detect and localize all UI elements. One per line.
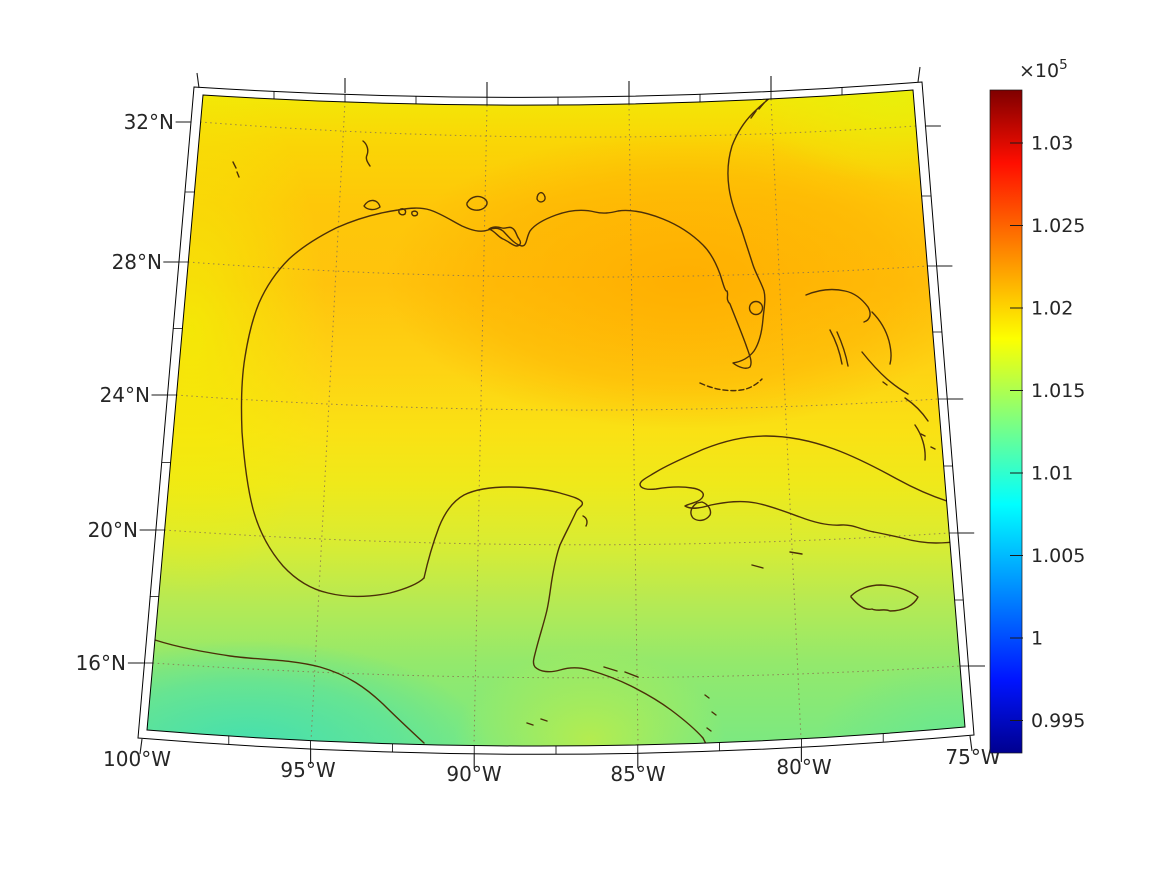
longitude-label-80w: 80°W <box>776 755 831 779</box>
latitude-label-20n: 20°N <box>88 518 138 542</box>
colorbar-tick-1.015: 1.015 <box>1031 380 1085 402</box>
parallel-28N <box>187 261 928 278</box>
axis-labels: 32°N 28°N 24°N 20°N 16°N 100°W 95°W 90°W… <box>76 110 1001 786</box>
pressure-field <box>147 90 965 747</box>
latitude-label-24n: 24°N <box>100 383 150 407</box>
lake-pontchartrain <box>466 195 488 211</box>
coastline-cozumel <box>582 515 588 527</box>
mobile-bay <box>536 192 546 203</box>
coastline-jamaica <box>850 584 919 612</box>
colorbar-multiplier-base: ×10 <box>1019 60 1059 82</box>
colorbar-gradient-bar <box>989 89 1023 754</box>
lake-okeechobee <box>748 300 764 316</box>
northeast-yellow-patch <box>743 90 965 183</box>
latitude-label-28n: 28°N <box>112 250 162 274</box>
coastline-gulf-us-florida <box>240 91 778 598</box>
frame-dividers <box>143 87 969 755</box>
galveston-bay <box>363 199 381 211</box>
coastline-cuba <box>639 435 965 544</box>
bottom-center-patch <box>455 650 725 747</box>
colorbar-tick-1.03: 1.03 <box>1031 133 1073 155</box>
longitude-label-85w: 85°W <box>610 762 665 786</box>
map-frame <box>127 66 985 769</box>
frame-inner-edge <box>146 89 966 747</box>
frame-outer-edge <box>137 81 975 755</box>
colorbar-tick-1: 1 <box>1031 628 1043 650</box>
colorbar-tick-marks <box>1010 142 1023 721</box>
latitude-label-32n: 32°N <box>124 110 174 134</box>
latitude-label-16n: 16°N <box>76 651 126 675</box>
colorbar-multiplier-exponent: 5 <box>1059 57 1068 73</box>
meridian-85W <box>628 103 639 746</box>
colorbar-tick-1.01: 1.01 <box>1031 463 1073 485</box>
longitude-label-95w: 95°W <box>280 758 335 782</box>
coastlines <box>154 91 965 747</box>
florida-keys <box>699 378 763 392</box>
coastline-mexico-pacific <box>154 639 425 744</box>
coastline-isle-of-youth <box>690 501 712 522</box>
colorbar-tick-0.995: 0.995 <box>1031 710 1085 732</box>
colorbar-exponent-label: ×105 <box>1019 57 1068 82</box>
meridian-90W <box>473 104 488 747</box>
longitude-label-100w: 100°W <box>103 747 171 771</box>
colorbar-tick-1.025: 1.025 <box>1031 215 1085 237</box>
colorbar-tick-1.02: 1.02 <box>1031 298 1073 320</box>
meridian-80W <box>770 98 802 740</box>
colorbar-tick-labels: 1.03 1.025 1.02 1.015 1.01 1.005 1 0.995 <box>1031 133 1085 733</box>
colorbar-tick-1.005: 1.005 <box>1031 545 1085 567</box>
longitude-label-90w: 90°W <box>446 762 501 786</box>
coastline-bay-islands <box>526 666 639 726</box>
high-pressure-blob <box>385 130 965 430</box>
texas-lakes <box>232 140 371 178</box>
meridian-95W <box>310 100 346 742</box>
axis-tick-marks <box>127 66 985 769</box>
west-yellow-patch <box>147 90 327 595</box>
louisiana-lakes <box>398 208 419 217</box>
coastline-nicaragua-cays <box>704 694 717 732</box>
colorbar: ×105 1.03 1.025 1.02 1.015 1.01 1.005 1 … <box>989 57 1085 754</box>
mississippi-delta <box>488 226 522 247</box>
coastline-cayman-islands <box>751 551 803 569</box>
coastline-yucatan-belize-honduras <box>423 486 708 747</box>
